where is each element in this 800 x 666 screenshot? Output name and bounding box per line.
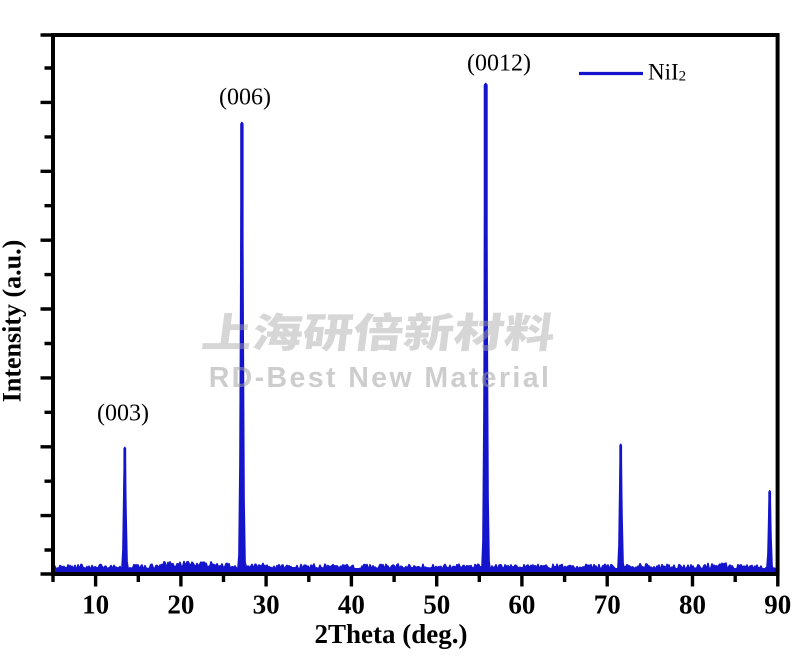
- svg-text:10: 10: [82, 590, 109, 620]
- svg-text:(0012): (0012): [467, 51, 531, 77]
- svg-text:(006): (006): [219, 85, 271, 111]
- svg-text:2Theta (deg.): 2Theta (deg.): [315, 619, 468, 649]
- svg-text:RD-Best New Material: RD-Best New Material: [209, 362, 552, 394]
- svg-text:50: 50: [423, 590, 450, 620]
- svg-text:30: 30: [253, 590, 280, 620]
- svg-text:60: 60: [508, 590, 535, 620]
- svg-text:90: 90: [764, 590, 791, 620]
- svg-text:Intensity (a.u.): Intensity (a.u.): [0, 240, 27, 403]
- svg-text:80: 80: [679, 590, 706, 620]
- svg-text:(003): (003): [97, 401, 149, 427]
- svg-text:40: 40: [338, 590, 365, 620]
- svg-text:20: 20: [167, 590, 194, 620]
- svg-text:70: 70: [594, 590, 621, 620]
